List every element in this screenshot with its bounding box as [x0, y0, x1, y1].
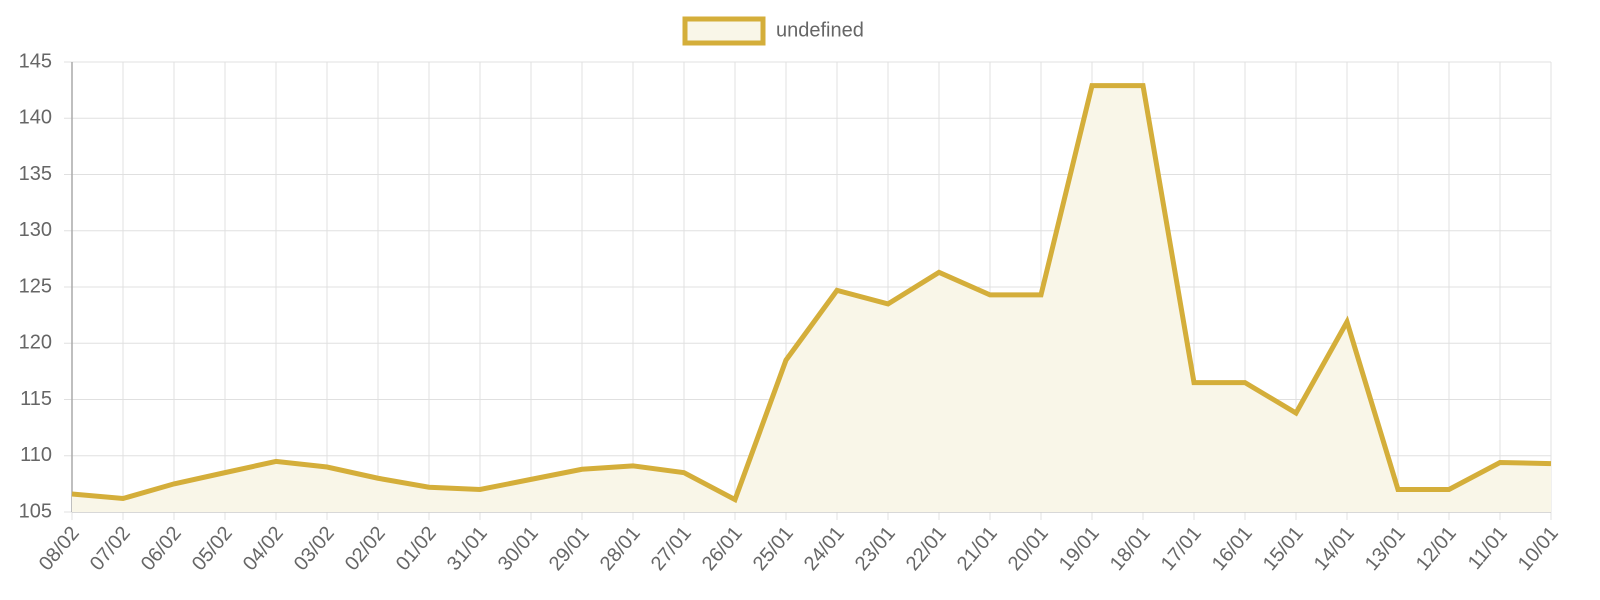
x-tick-label: 15/01 — [1259, 522, 1308, 574]
x-tick-label: 20/01 — [1004, 522, 1053, 574]
x-tick-label: 16/01 — [1208, 522, 1257, 574]
x-tick-label: 12/01 — [1412, 522, 1461, 574]
x-tick-label: 26/01 — [698, 522, 747, 574]
x-tick-label: 17/01 — [1157, 522, 1206, 574]
x-tick-label: 30/01 — [494, 522, 543, 574]
x-tick-label: 22/01 — [902, 522, 951, 574]
x-tick-label: 05/02 — [188, 522, 237, 574]
x-tick-label: 28/01 — [596, 522, 645, 574]
x-tick-label: 29/01 — [545, 522, 594, 574]
x-tick-label: 10/01 — [1514, 522, 1563, 574]
legend-label: undefined — [776, 19, 864, 41]
y-tick-label: 145 — [19, 50, 52, 72]
y-tick-label: 140 — [19, 107, 52, 129]
x-tick-label: 01/02 — [392, 522, 441, 574]
x-tick-label: 02/02 — [341, 522, 390, 574]
x-tick-label: 23/01 — [851, 522, 900, 574]
y-tick-label: 130 — [19, 219, 52, 241]
x-tick-label: 14/01 — [1310, 522, 1359, 574]
x-tick-label: 06/02 — [137, 522, 186, 574]
area — [72, 85, 1551, 512]
y-tick-label: 110 — [20, 444, 52, 466]
x-tick-label: 11/01 — [1464, 522, 1512, 573]
y-tick-label: 115 — [20, 388, 52, 410]
x-tick-label: 25/01 — [749, 522, 798, 574]
x-tick-label: 08/02 — [35, 522, 84, 574]
y-tick-label: 120 — [19, 332, 52, 354]
x-tick-label: 07/02 — [86, 522, 135, 574]
line — [71, 83, 1552, 504]
x-tick-label: 03/02 — [290, 522, 339, 574]
x-tick-label: 18/01 — [1106, 522, 1155, 574]
x-tick-label: 04/02 — [239, 522, 288, 574]
y-tick-label: 125 — [19, 275, 52, 297]
x-tick-label: 19/01 — [1055, 522, 1104, 574]
y-tick-label: 105 — [19, 500, 52, 522]
x-tick-label: 24/01 — [800, 522, 849, 574]
x-tick-label: 31/01 — [443, 522, 492, 574]
y-tick-label: 135 — [19, 163, 52, 185]
x-tick-label: 21/01 — [953, 522, 1002, 574]
x-tick-label: 27/01 — [647, 522, 696, 574]
x-tick-label: 13/01 — [1361, 522, 1410, 574]
legend-swatch — [682, 16, 766, 46]
